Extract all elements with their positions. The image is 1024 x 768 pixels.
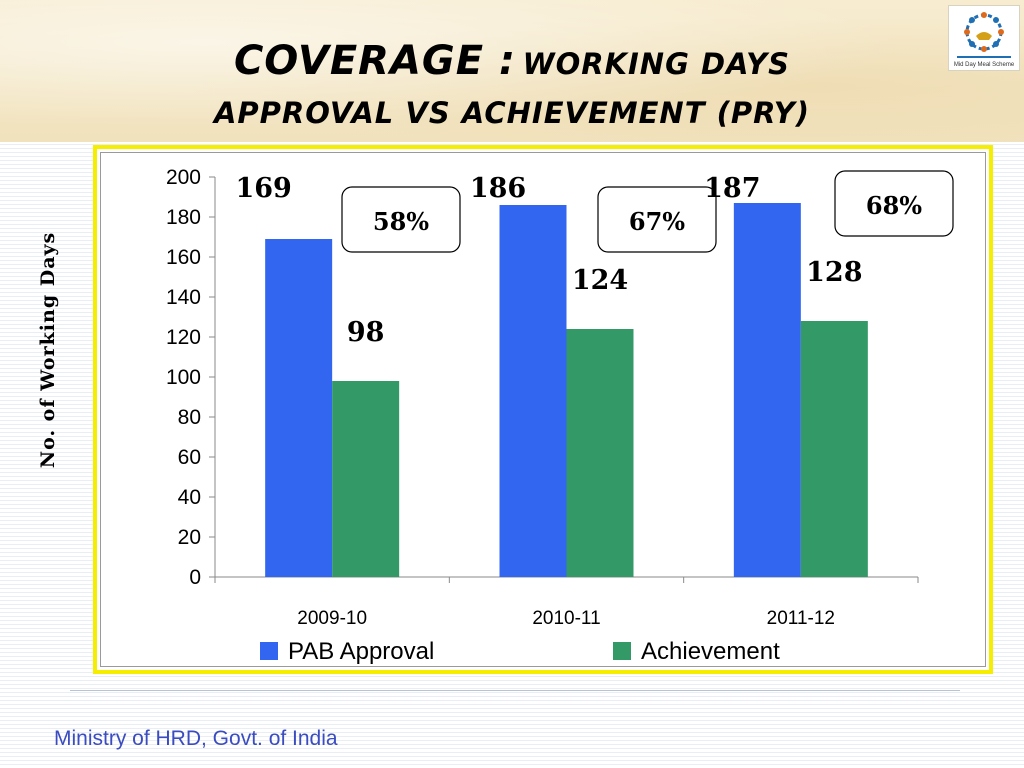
bar-achievement [332,381,400,577]
legend-swatch [613,642,631,660]
callout-percent: 67% [629,207,685,236]
callout-percent: 58% [373,207,429,236]
bar-pab-approval [499,205,567,577]
percentage-callout: 67% [597,186,717,253]
y-tick-label: 0 [189,566,201,589]
logo-icon: Mid Day Meal Scheme [954,12,1015,68]
legend-label: Achievement [641,638,780,665]
y-tick-label: 60 [178,446,201,469]
data-label: 98 [347,317,385,348]
bar-pab-approval [733,203,801,577]
data-label: 124 [572,265,628,296]
bar-achievement [566,329,634,577]
footer-divider [70,690,960,691]
page-title: COVERAGE : Working days [0,38,1024,84]
logo-text: Mid Day Meal Scheme [954,62,1015,68]
percentage-callout: 58% [341,186,461,253]
y-tick-label: 160 [166,246,201,269]
bar-achievement [800,321,868,577]
y-tick-label: 180 [166,206,201,229]
y-tick-label: 80 [178,406,201,429]
x-tick-label: 2009-10 [297,608,367,629]
footer-text: Ministry of HRD, Govt. of India [54,727,338,750]
callout-box [341,186,461,253]
callout-box [834,170,954,237]
bar-pab-approval [265,239,333,577]
legend-label: PAB Approval [288,638,434,665]
x-tick-label: 2011-12 [767,608,835,629]
y-tick-label: 100 [166,366,201,389]
y-tick-label: 40 [178,486,201,509]
data-label: 128 [806,257,862,288]
title-main: COVERAGE : [233,38,516,84]
title-sub: Working days [522,47,791,81]
data-label: 169 [235,173,291,204]
callout-box [597,186,717,253]
y-tick-label: 140 [166,286,201,309]
percentage-callout: 68% [834,170,954,237]
data-label: 187 [704,173,760,204]
mid-day-meal-logo: Mid Day Meal Scheme [948,5,1020,71]
data-label: 186 [470,173,526,204]
page-subtitle: Approval vs Achievement (PRY) [213,96,811,130]
x-tick-label: 2010-11 [532,608,600,629]
y-tick-label: 20 [178,526,201,549]
y-tick-label: 120 [166,326,201,349]
callout-percent: 68% [866,191,922,220]
y-tick-label: 200 [166,166,201,189]
legend-swatch [260,642,278,660]
header-band [0,0,1024,142]
